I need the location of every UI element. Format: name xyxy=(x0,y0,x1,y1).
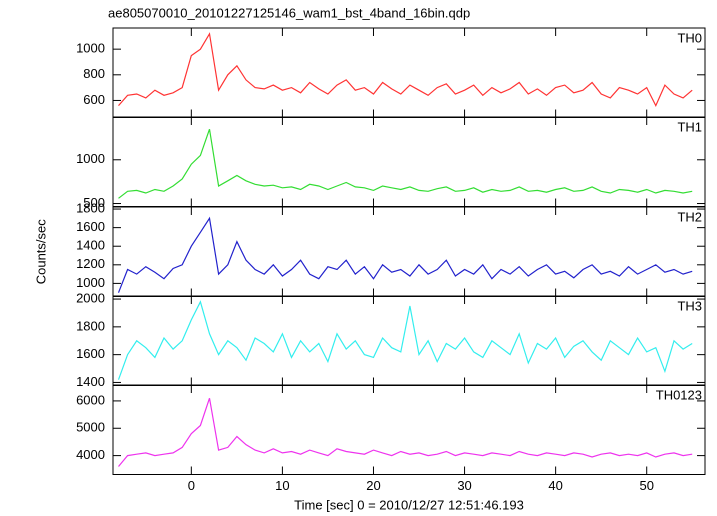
light-curve xyxy=(118,32,693,107)
x-tick-label: 40 xyxy=(548,478,562,493)
light-curve xyxy=(118,398,693,467)
panel-label: TH2 xyxy=(677,209,702,224)
y-tick-label: 5000 xyxy=(76,420,105,435)
light-curve xyxy=(117,300,693,380)
panel xyxy=(117,216,693,293)
panel-frame xyxy=(112,206,706,297)
panel-frame xyxy=(112,384,706,475)
y-tick-label: 1200 xyxy=(76,256,105,271)
panel-label: TH0 xyxy=(677,30,702,45)
y-tick-label: 1800 xyxy=(76,318,105,333)
y-axis-label: Counts/sec xyxy=(33,219,48,285)
y-tick-label: 500 xyxy=(83,195,105,210)
x-tick-label: 30 xyxy=(457,478,471,493)
panel-frame xyxy=(112,116,706,207)
panel-label: TH1 xyxy=(677,119,702,134)
y-tick-label: 1000 xyxy=(76,41,105,56)
y-tick-label: 1600 xyxy=(76,346,105,361)
y-tick-label: 6000 xyxy=(76,392,105,407)
y-tick-label: 2000 xyxy=(76,290,105,305)
y-tick-label: 800 xyxy=(83,66,105,81)
panel xyxy=(117,300,693,380)
light-curve xyxy=(118,129,693,199)
y-tick-label: 1400 xyxy=(76,238,105,253)
y-tick-label: 1600 xyxy=(76,219,105,234)
panel xyxy=(118,398,693,467)
y-tick-label: 1000 xyxy=(76,275,105,290)
y-tick-label: 4000 xyxy=(76,447,105,462)
chart-title: ae805070010_20101227125146_wam1_bst_4ban… xyxy=(108,5,470,20)
x-tick-label: 20 xyxy=(366,478,380,493)
x-tick-label: 50 xyxy=(639,478,653,493)
y-tick-label: 1000 xyxy=(76,151,105,166)
panel-frame xyxy=(112,27,706,118)
y-tick-label: 1400 xyxy=(76,374,105,389)
x-tick-label: 10 xyxy=(275,478,289,493)
y-tick-label: 600 xyxy=(83,92,105,107)
x-tick-label: 0 xyxy=(188,478,195,493)
panel xyxy=(118,32,693,107)
light-curve xyxy=(117,216,693,293)
panel xyxy=(118,129,693,199)
panel-label: TH0123 xyxy=(656,387,702,402)
y-tick-label: 1800 xyxy=(76,200,105,215)
x-axis-label: Time [sec] 0 = 2010/12/27 12:51:46.193 xyxy=(294,497,524,512)
panel-label: TH3 xyxy=(677,298,702,313)
